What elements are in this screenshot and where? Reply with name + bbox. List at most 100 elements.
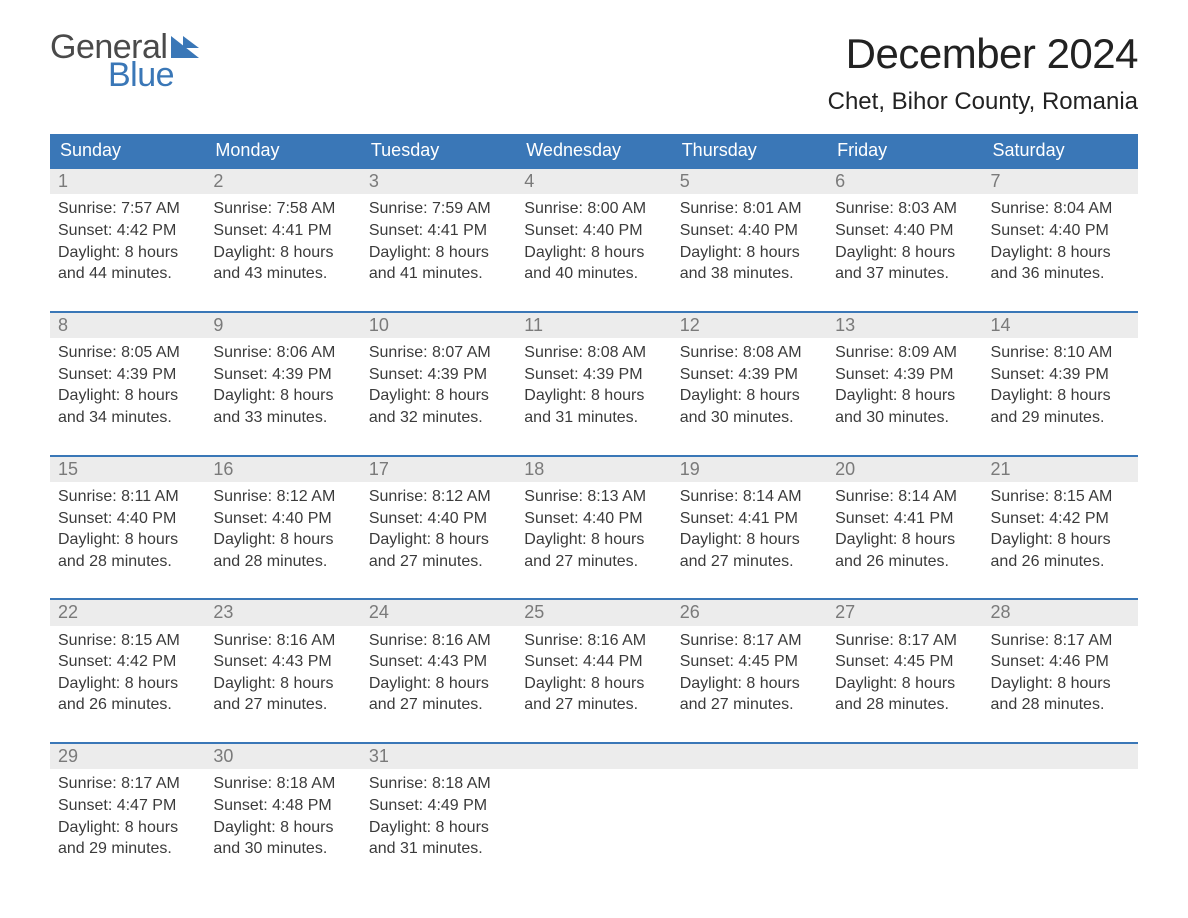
day-body: Sunrise: 8:10 AMSunset: 4:39 PMDaylight:… <box>983 338 1138 432</box>
day-cell: 4Sunrise: 8:00 AMSunset: 4:40 PMDaylight… <box>516 169 671 289</box>
day-body: Sunrise: 8:17 AMSunset: 4:45 PMDaylight:… <box>827 626 982 720</box>
daylight1-text: Daylight: 8 hours <box>213 529 352 551</box>
daylight2-text: and 27 minutes. <box>524 694 663 716</box>
daylight2-text: and 28 minutes. <box>835 694 974 716</box>
day-cell: 19Sunrise: 8:14 AMSunset: 4:41 PMDayligh… <box>672 457 827 577</box>
day-number: 15 <box>50 457 205 482</box>
day-number: 13 <box>827 313 982 338</box>
sunrise-text: Sunrise: 8:09 AM <box>835 342 974 364</box>
day-body: Sunrise: 8:01 AMSunset: 4:40 PMDaylight:… <box>672 194 827 288</box>
day-cell: 10Sunrise: 8:07 AMSunset: 4:39 PMDayligh… <box>361 313 516 433</box>
day-number: 22 <box>50 600 205 625</box>
daylight1-text: Daylight: 8 hours <box>524 529 663 551</box>
daylight2-text: and 32 minutes. <box>369 407 508 429</box>
daylight1-text: Daylight: 8 hours <box>991 385 1130 407</box>
daylight2-text: and 27 minutes. <box>680 694 819 716</box>
day-cell: 22Sunrise: 8:15 AMSunset: 4:42 PMDayligh… <box>50 600 205 720</box>
day-number: 7 <box>983 169 1138 194</box>
sunrise-text: Sunrise: 8:16 AM <box>213 630 352 652</box>
daylight2-text: and 31 minutes. <box>524 407 663 429</box>
day-cell <box>983 744 1138 864</box>
daylight2-text: and 29 minutes. <box>991 407 1130 429</box>
weekday-header: Sunday <box>50 134 205 167</box>
day-body: Sunrise: 8:06 AMSunset: 4:39 PMDaylight:… <box>205 338 360 432</box>
daylight2-text: and 43 minutes. <box>213 263 352 285</box>
top-row: General Blue December 2024 Chet, Bihor C… <box>50 30 1138 116</box>
weeks-container: 1Sunrise: 7:57 AMSunset: 4:42 PMDaylight… <box>50 167 1138 864</box>
sunrise-text: Sunrise: 8:18 AM <box>213 773 352 795</box>
daylight1-text: Daylight: 8 hours <box>680 529 819 551</box>
weekday-header: Friday <box>827 134 982 167</box>
day-number: 17 <box>361 457 516 482</box>
day-body: Sunrise: 8:17 AMSunset: 4:47 PMDaylight:… <box>50 769 205 863</box>
day-number: 21 <box>983 457 1138 482</box>
daylight2-text: and 41 minutes. <box>369 263 508 285</box>
sunrise-text: Sunrise: 8:01 AM <box>680 198 819 220</box>
day-body: Sunrise: 7:58 AMSunset: 4:41 PMDaylight:… <box>205 194 360 288</box>
daylight2-text: and 30 minutes. <box>213 838 352 860</box>
sunset-text: Sunset: 4:39 PM <box>680 364 819 386</box>
day-number: 8 <box>50 313 205 338</box>
day-number: 10 <box>361 313 516 338</box>
day-number: 1 <box>50 169 205 194</box>
sunset-text: Sunset: 4:43 PM <box>213 651 352 673</box>
day-number: 28 <box>983 600 1138 625</box>
week-row: 15Sunrise: 8:11 AMSunset: 4:40 PMDayligh… <box>50 455 1138 577</box>
day-number: 2 <box>205 169 360 194</box>
day-cell: 12Sunrise: 8:08 AMSunset: 4:39 PMDayligh… <box>672 313 827 433</box>
day-number: 9 <box>205 313 360 338</box>
day-number <box>827 744 982 769</box>
sunrise-text: Sunrise: 8:17 AM <box>680 630 819 652</box>
sunset-text: Sunset: 4:40 PM <box>991 220 1130 242</box>
sunset-text: Sunset: 4:39 PM <box>213 364 352 386</box>
sunset-text: Sunset: 4:39 PM <box>58 364 197 386</box>
daylight2-text: and 27 minutes. <box>369 551 508 573</box>
day-body: Sunrise: 8:12 AMSunset: 4:40 PMDaylight:… <box>205 482 360 576</box>
day-body: Sunrise: 7:59 AMSunset: 4:41 PMDaylight:… <box>361 194 516 288</box>
day-body: Sunrise: 8:18 AMSunset: 4:48 PMDaylight:… <box>205 769 360 863</box>
day-number: 6 <box>827 169 982 194</box>
day-body <box>827 769 982 777</box>
day-cell: 18Sunrise: 8:13 AMSunset: 4:40 PMDayligh… <box>516 457 671 577</box>
weekday-header: Saturday <box>983 134 1138 167</box>
day-number: 23 <box>205 600 360 625</box>
day-body: Sunrise: 8:17 AMSunset: 4:45 PMDaylight:… <box>672 626 827 720</box>
day-body: Sunrise: 8:14 AMSunset: 4:41 PMDaylight:… <box>672 482 827 576</box>
weekday-header-row: Sunday Monday Tuesday Wednesday Thursday… <box>50 134 1138 167</box>
day-body <box>516 769 671 777</box>
daylight1-text: Daylight: 8 hours <box>213 673 352 695</box>
day-cell: 2Sunrise: 7:58 AMSunset: 4:41 PMDaylight… <box>205 169 360 289</box>
sunrise-text: Sunrise: 8:08 AM <box>680 342 819 364</box>
day-number: 26 <box>672 600 827 625</box>
day-body: Sunrise: 8:16 AMSunset: 4:44 PMDaylight:… <box>516 626 671 720</box>
day-number: 20 <box>827 457 982 482</box>
sunrise-text: Sunrise: 8:00 AM <box>524 198 663 220</box>
sunrise-text: Sunrise: 8:06 AM <box>213 342 352 364</box>
day-body: Sunrise: 7:57 AMSunset: 4:42 PMDaylight:… <box>50 194 205 288</box>
sunset-text: Sunset: 4:48 PM <box>213 795 352 817</box>
sunset-text: Sunset: 4:39 PM <box>524 364 663 386</box>
day-body: Sunrise: 8:15 AMSunset: 4:42 PMDaylight:… <box>50 626 205 720</box>
daylight2-text: and 27 minutes. <box>369 694 508 716</box>
day-cell: 3Sunrise: 7:59 AMSunset: 4:41 PMDaylight… <box>361 169 516 289</box>
daylight1-text: Daylight: 8 hours <box>680 385 819 407</box>
daylight1-text: Daylight: 8 hours <box>680 673 819 695</box>
daylight2-text: and 36 minutes. <box>991 263 1130 285</box>
sunset-text: Sunset: 4:39 PM <box>369 364 508 386</box>
sunrise-text: Sunrise: 8:11 AM <box>58 486 197 508</box>
brand-logo: General Blue <box>50 30 201 92</box>
sunrise-text: Sunrise: 8:08 AM <box>524 342 663 364</box>
sunset-text: Sunset: 4:40 PM <box>835 220 974 242</box>
daylight2-text: and 30 minutes. <box>835 407 974 429</box>
sunset-text: Sunset: 4:39 PM <box>991 364 1130 386</box>
sunset-text: Sunset: 4:40 PM <box>524 220 663 242</box>
daylight1-text: Daylight: 8 hours <box>835 385 974 407</box>
day-cell: 23 Sunrise: 8:16 AMSunset: 4:43 PMDayligh… <box>205 600 360 720</box>
daylight1-text: Daylight: 8 hours <box>369 242 508 264</box>
daylight1-text: Daylight: 8 hours <box>58 385 197 407</box>
day-body: Sunrise: 8:03 AMSunset: 4:40 PMDaylight:… <box>827 194 982 288</box>
sunrise-text: Sunrise: 8:05 AM <box>58 342 197 364</box>
day-body: Sunrise: 8:08 AMSunset: 4:39 PMDaylight:… <box>672 338 827 432</box>
week-row: 29Sunrise: 8:17 AMSunset: 4:47 PMDayligh… <box>50 742 1138 864</box>
sunrise-text: Sunrise: 8:16 AM <box>369 630 508 652</box>
